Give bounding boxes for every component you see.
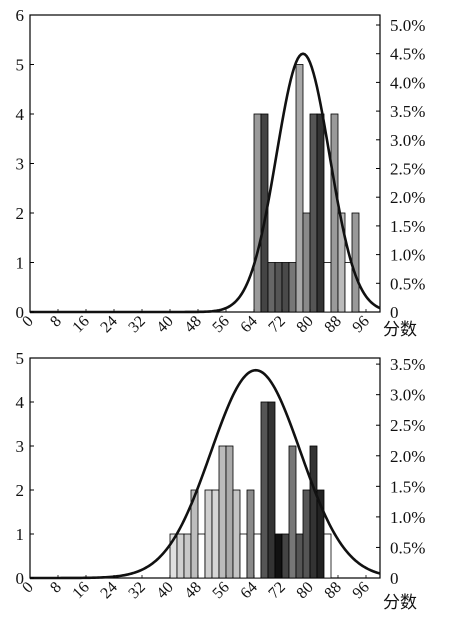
x-tick-label: 64 [237, 579, 260, 602]
x-tick-label: 64 [237, 313, 260, 336]
y-left-tick-label: 2 [16, 481, 25, 500]
x-tick-label: 72 [265, 313, 288, 336]
y-right-tick-label: 1.5% [390, 477, 425, 496]
x-tick-label: 40 [153, 313, 176, 336]
x-tick-label: 24 [97, 579, 120, 602]
bar [267, 401, 276, 579]
bar [176, 533, 185, 579]
y-left-tick-label: 4 [16, 105, 25, 124]
y-right-tick-label: 4.0% [390, 73, 425, 92]
x-tick-label: 32 [125, 313, 148, 336]
x-tick-label: 80 [293, 579, 316, 602]
bar [323, 533, 332, 579]
bar [246, 489, 255, 579]
y-right-tick-label: 3.5% [390, 355, 425, 374]
bar [302, 212, 311, 313]
y-right-tick-label: 3.0% [390, 131, 425, 150]
normal-curve [30, 52, 381, 314]
y-left-tick-label: 2 [16, 204, 25, 223]
x-tick-label: 88 [321, 313, 344, 336]
y-right-tick-label: 4.5% [390, 45, 425, 64]
x-tick-label: 96 [349, 579, 372, 602]
x-tick-label: 56 [209, 313, 232, 336]
x-tick-label: 16 [69, 579, 92, 602]
bar [225, 445, 234, 579]
bar [309, 445, 318, 579]
y-right-tick-label: 1.5% [390, 217, 425, 236]
bar [204, 489, 213, 579]
y-right-tick-label: 2.5% [390, 160, 425, 179]
x-tick-label: 72 [265, 579, 288, 602]
y-left-tick-label: 1 [16, 254, 25, 273]
bar [302, 489, 311, 579]
y-left-tick-label: 0 [16, 569, 25, 588]
bar [274, 262, 283, 313]
y-left-tick-label: 6 [16, 6, 25, 25]
bar [183, 533, 192, 579]
bar [295, 533, 304, 579]
x-tick-label: 56 [209, 579, 232, 602]
y-left-tick-label: 3 [16, 437, 25, 456]
bar [197, 533, 206, 579]
x-tick-label: 8 [47, 579, 65, 597]
bar [253, 113, 262, 313]
x-tick-label: 8 [47, 313, 65, 331]
y-right-tick-label: 1.0% [390, 508, 425, 527]
y-left-tick-label: 4 [16, 393, 25, 412]
bar [323, 262, 332, 313]
x-tick-label: 24 [97, 313, 120, 336]
bar [253, 533, 262, 579]
bar [281, 533, 290, 579]
y-right-tick-label: 2.0% [390, 188, 425, 207]
bar [281, 262, 290, 313]
x-axis-label: 分数 [383, 320, 417, 339]
x-axis-label: 分数 [383, 593, 417, 612]
bar [260, 401, 269, 579]
bar [274, 533, 283, 579]
x-tick-label: 0 [19, 579, 37, 597]
y-left-tick-label: 3 [16, 155, 25, 174]
bar [267, 262, 276, 313]
bar [232, 489, 241, 579]
bar [239, 533, 248, 579]
bar [295, 64, 304, 313]
y-right-tick-label: 2.0% [390, 447, 425, 466]
y-right-tick-label: 1.0% [390, 246, 425, 265]
y-right-tick-label: 0 [390, 303, 399, 322]
bar [309, 113, 318, 313]
y-left-tick-label: 5 [16, 56, 25, 75]
x-tick-label: 32 [125, 579, 148, 602]
bar [351, 212, 360, 313]
bar [218, 445, 227, 579]
x-tick-label: 0 [19, 313, 37, 331]
x-tick-label: 48 [181, 579, 204, 602]
y-right-tick-label: 0.5% [390, 538, 425, 557]
x-tick-label: 80 [293, 313, 316, 336]
chart-panel-1: 012345600.5%1.0%1.5%2.0%2.5%3.0%3.5%4.0%… [16, 6, 426, 339]
bar [288, 445, 297, 579]
x-tick-label: 40 [153, 579, 176, 602]
y-left-tick-label: 5 [16, 349, 25, 368]
x-tick-label: 48 [181, 313, 204, 336]
y-right-tick-label: 2.5% [390, 416, 425, 435]
y-right-tick-label: 0.5% [390, 274, 425, 293]
y-right-tick-label: 0 [390, 569, 399, 588]
bar [260, 113, 269, 313]
y-left-tick-label: 1 [16, 525, 25, 544]
bar [211, 489, 220, 579]
y-left-tick-label: 0 [16, 303, 25, 322]
normal-curve [30, 368, 381, 580]
bar [316, 113, 325, 313]
y-right-tick-label: 3.5% [390, 102, 425, 121]
x-tick-label: 88 [321, 579, 344, 602]
y-right-tick-label: 3.0% [390, 386, 425, 405]
x-tick-label: 16 [69, 313, 92, 336]
x-tick-label: 96 [349, 313, 372, 336]
bar [330, 113, 339, 313]
y-right-tick-label: 5.0% [390, 16, 425, 35]
bar [344, 262, 353, 313]
bar [288, 262, 297, 313]
